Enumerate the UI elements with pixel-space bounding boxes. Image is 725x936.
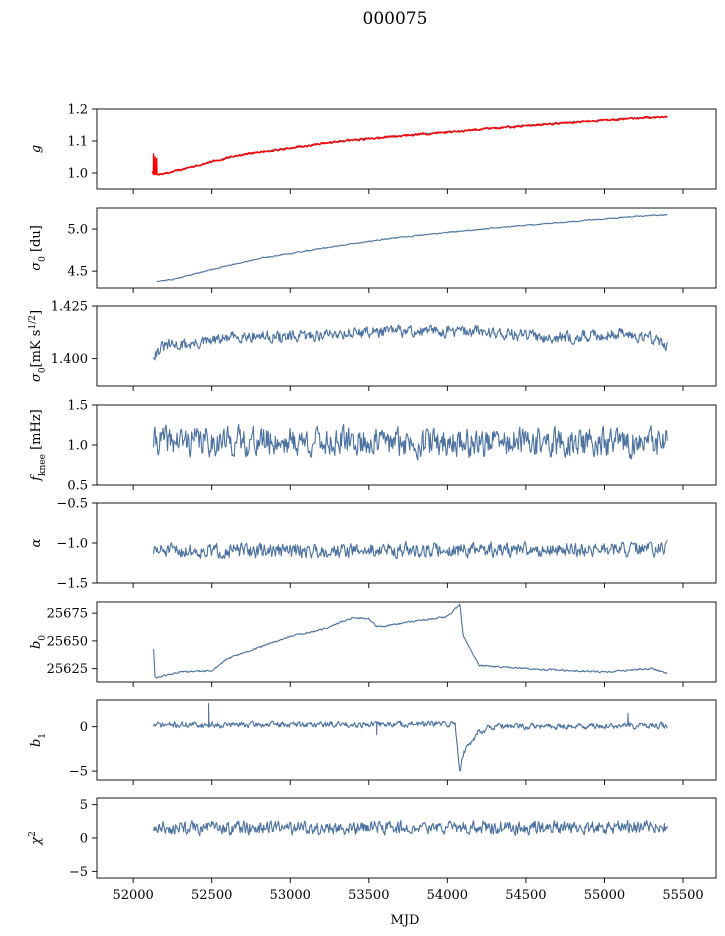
panel-1-ylabel: σ0 [du] xyxy=(29,225,48,271)
panel-7-ytick-label-2: 5 xyxy=(80,798,88,813)
panel-2-series-0 xyxy=(153,324,668,361)
panel-3: 0.5 1.0 1.5 xyxy=(67,399,717,494)
panel-7: −5 0 5 xyxy=(69,797,717,883)
panel-0-ytick-label-1: 1.1 xyxy=(67,135,88,150)
panel-4-ylabel: α xyxy=(29,538,44,547)
panel-3-ylabel: fknee [mHz] xyxy=(29,409,48,482)
panel-2-ytick-label-0: 1.400 xyxy=(51,352,88,367)
panel-2-ylabel: σ0[mK s1/2] xyxy=(28,310,48,382)
panel-2-ytick-label-1: 1.425 xyxy=(51,300,88,315)
panel-6-frame xyxy=(96,699,717,781)
panel-6-ytick-label-1: 0 xyxy=(80,720,88,735)
panel-7-ytick-label-0: −5 xyxy=(69,865,88,880)
panel-4-series-0 xyxy=(153,539,668,560)
panel-0-series-0 xyxy=(151,115,668,176)
panel-6-series-0 xyxy=(153,703,668,772)
panel-6: −5 0 xyxy=(69,699,717,785)
panel-5-series-0 xyxy=(153,603,668,679)
panel-0: 1.0 1.1 1.2 xyxy=(67,103,717,194)
panel-0-ytick-label-2: 1.2 xyxy=(67,103,88,118)
x-tick-label-3: 53500 xyxy=(348,888,389,903)
panel-6-ylabel: b1 xyxy=(29,733,48,747)
panel-5: 25625 25650 25675 xyxy=(47,601,717,687)
panel-6-ytick-label-0: −5 xyxy=(69,765,88,780)
x-tick-label-1: 52500 xyxy=(191,888,232,903)
panel-7-series-0 xyxy=(153,819,668,837)
panel-5-frame xyxy=(96,601,717,683)
panel-2: 1.400 1.425 xyxy=(51,300,717,391)
panel-5-ytick-label-0: 25625 xyxy=(47,662,88,677)
panel-3-ytick-label-0: 0.5 xyxy=(67,479,88,494)
panel-3-ytick-label-1: 1.0 xyxy=(67,439,88,454)
x-axis-ticks: 52000 52500 53000 53500 54000 54500 55000 55500 xyxy=(112,888,703,903)
x-axis-label: MJD xyxy=(391,913,420,928)
panel-4-ytick-label-0: −1.5 xyxy=(56,577,88,592)
panel-5-ytick-label-2: 25675 xyxy=(47,607,88,622)
x-tick-label-7: 55500 xyxy=(662,888,703,903)
x-tick-label-6: 55000 xyxy=(584,888,625,903)
panel-4-ytick-label-2: −0.5 xyxy=(56,497,88,512)
panel-0-frame xyxy=(96,108,717,190)
panel-3-ytick-label-2: 1.5 xyxy=(67,399,88,414)
panel-3-series-0 xyxy=(153,424,668,461)
panel-7-ylabel: χ2 xyxy=(28,831,44,846)
panel-1-series-0 xyxy=(156,214,668,283)
panel-0-series-1 xyxy=(151,115,668,176)
panel-5-ylabel: b0 xyxy=(29,635,48,649)
panel-7-frame xyxy=(96,797,717,879)
panel-0-ylabel: g xyxy=(29,145,44,153)
panel-5-ytick-label-1: 25650 xyxy=(47,634,88,649)
panel-0-ytick-label-0: 1.0 xyxy=(67,167,88,182)
panel-7-ytick-label-1: 0 xyxy=(80,832,88,847)
panel-4: −1.5 −1.0 −0.5 xyxy=(56,497,717,592)
panel-1-ytick-label-0: 4.5 xyxy=(67,265,88,280)
x-tick-label-5: 54500 xyxy=(505,888,546,903)
panel-1-frame xyxy=(96,207,717,289)
panel-2-frame xyxy=(96,305,717,387)
x-tick-label-0: 52000 xyxy=(112,888,153,903)
x-tick-label-2: 53000 xyxy=(270,888,311,903)
panel-4-ytick-label-1: −1.0 xyxy=(56,537,88,552)
panel-1-ytick-label-1: 5.0 xyxy=(67,223,88,238)
figure-title: 000075 xyxy=(363,9,428,29)
panel-1: 4.5 5.0 xyxy=(67,207,717,293)
x-tick-label-4: 54000 xyxy=(427,888,468,903)
